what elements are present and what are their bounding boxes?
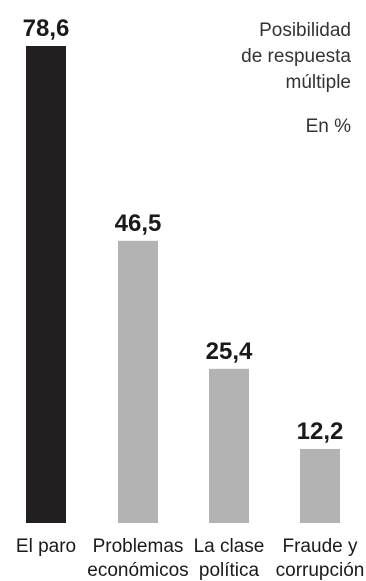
bar-3 [300,448,340,523]
value-label-0: 78,6 [23,15,70,42]
category-label-1-line-1: económicos [87,560,188,581]
value-label-3: 12,2 [297,418,344,445]
chart-category-labels: El paro Problemas económicos La clase políti… [16,536,364,581]
category-label-0-line-0: El paro [16,536,76,557]
category-label-2-line-0: La clase [194,536,265,557]
chart-bars [26,46,340,523]
category-label-3-line-0: Fraude y [283,536,358,557]
category-label-2-line-1: política [199,560,260,581]
bar-0 [26,46,66,523]
note-line-2: de respuesta [241,46,351,67]
bar-1 [118,240,158,523]
bar-2 [209,368,249,523]
value-label-2: 25,4 [206,338,253,365]
note-unit: En % [306,116,352,137]
category-label-1-line-0: Problemas [93,536,184,557]
note-line-1: Posibilidad [259,20,351,41]
category-label-3-line-1: corrupción [276,560,365,581]
chart-notes: Posibilidad de respuesta múltiple En % [241,20,351,137]
chart-value-labels: 78,6 46,5 25,4 12,2 [23,15,344,445]
note-line-3: múltiple [286,72,351,93]
value-label-1: 46,5 [115,210,162,237]
